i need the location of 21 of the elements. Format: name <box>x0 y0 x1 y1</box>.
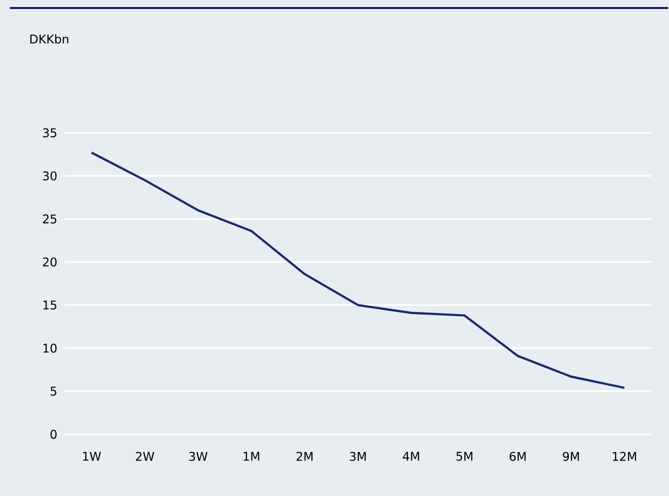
x-tick-label: 2W <box>136 452 154 461</box>
line-series <box>90 151 626 389</box>
x-tick-label: 12M <box>612 452 636 461</box>
y-tick-label: 30 <box>43 171 57 180</box>
x-tick-label: 4M <box>402 452 420 460</box>
y-tick-label: 25 <box>43 214 56 224</box>
y-tick-label: 15 <box>43 300 56 310</box>
x-tick-label: 1M <box>244 452 260 460</box>
x-tick-label: 9M <box>562 452 579 461</box>
y-tick-label: 20 <box>43 257 57 266</box>
x-tick-label: 3M <box>350 452 366 461</box>
x-tick-label: 5M <box>456 452 472 461</box>
x-tick-label: 6M <box>510 452 526 461</box>
x-tick-label: 3W <box>189 452 208 461</box>
y-tick-label: 10 <box>43 344 57 353</box>
text: DKKbn <box>30 34 68 44</box>
x-tick-label: 1W <box>83 452 101 460</box>
y-tick-label: 0 <box>50 430 57 439</box>
y-tick-label: 5 <box>50 386 56 396</box>
y-tick-label: 35 <box>43 128 56 138</box>
x-tick-label: 2M <box>296 452 312 461</box>
